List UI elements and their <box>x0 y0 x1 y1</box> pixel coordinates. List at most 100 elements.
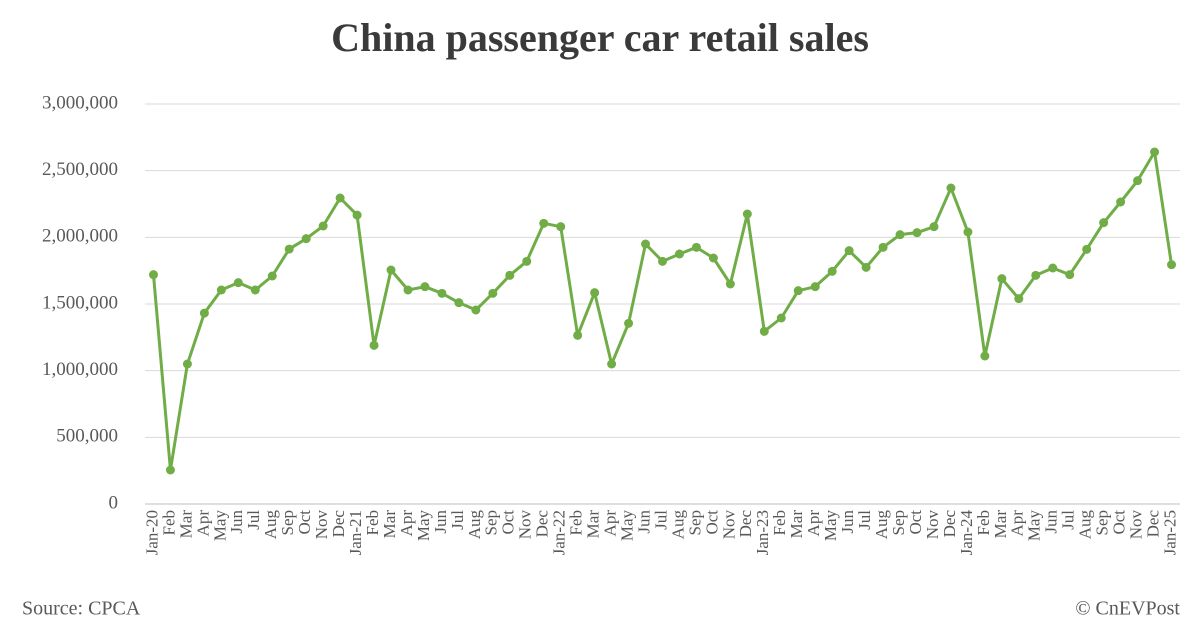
x-tick-label: Jun <box>838 510 857 534</box>
point <box>691 242 701 252</box>
x-tick-label: Mar <box>380 510 399 539</box>
point <box>335 193 345 203</box>
x-tick-label: Aug <box>261 510 280 540</box>
point <box>522 256 532 266</box>
point <box>250 285 260 295</box>
x-tick-label: Nov <box>312 510 331 540</box>
source: Source: CPCA <box>22 598 141 620</box>
point <box>573 330 583 340</box>
point <box>386 265 396 275</box>
point <box>420 282 430 292</box>
y-tick-label: 3,000,000 <box>42 92 118 113</box>
x-tick-label: May <box>414 510 433 542</box>
x-tick-label: Apr <box>193 510 212 537</box>
x-tick-label: May <box>617 510 636 542</box>
x-tick-label: Aug <box>668 510 687 540</box>
x-tick-label: Jun <box>634 510 653 534</box>
x-tick-label: Nov <box>923 510 942 540</box>
x-tick-label: Feb <box>159 510 178 536</box>
x-tick-label: Nov <box>1126 510 1145 540</box>
x-tick-label: Jul <box>244 510 263 530</box>
y-tick-label: 2,000,000 <box>42 226 118 247</box>
point <box>1082 244 1092 254</box>
point <box>810 282 820 292</box>
x-tick-label: Sep <box>685 510 704 536</box>
point <box>725 279 735 289</box>
x-tick-label: Nov <box>719 510 738 540</box>
point <box>929 222 939 232</box>
point <box>912 228 922 238</box>
series-line <box>151 150 1174 472</box>
point <box>284 244 294 254</box>
point <box>674 249 684 259</box>
x-tick-label: Jan-22 <box>550 510 569 555</box>
x-tick-label: Mar <box>176 510 195 539</box>
x-tick-label: Dec <box>1143 510 1162 538</box>
x-tick-label: Dec <box>940 510 959 538</box>
x-tick-label: Apr <box>601 510 620 537</box>
point <box>352 210 362 220</box>
point <box>708 253 718 263</box>
x-tick-label: Sep <box>482 510 501 536</box>
point <box>301 234 311 244</box>
point <box>182 359 192 369</box>
x-tick-label: May <box>1025 510 1044 542</box>
point <box>895 230 905 240</box>
point <box>403 285 413 295</box>
x-tick-label: Jan-25 <box>1160 510 1179 555</box>
x-tick-label: Jun <box>431 510 450 534</box>
point <box>980 351 990 361</box>
x-tick-label: Aug <box>1076 510 1095 540</box>
point <box>759 326 769 336</box>
point <box>369 340 379 350</box>
x-tick-label: Feb <box>567 510 586 536</box>
x-tick-label: Feb <box>770 510 789 536</box>
x-tick-label: Aug <box>465 510 484 540</box>
point <box>556 222 566 232</box>
x-tick-label: Sep <box>889 510 908 536</box>
point <box>878 242 888 252</box>
point <box>827 266 837 276</box>
point <box>233 278 243 288</box>
x-tick-label: Mar <box>787 510 806 539</box>
point <box>165 465 175 475</box>
x-tick-label: Mar <box>991 510 1010 539</box>
point <box>641 239 651 249</box>
point <box>658 256 667 266</box>
point <box>963 227 973 237</box>
x-tick-label: Jul <box>448 510 467 530</box>
point <box>776 313 786 323</box>
x-tick-label: Jul <box>1059 510 1078 530</box>
point <box>1133 176 1143 186</box>
point <box>437 288 447 298</box>
x-tick-label: Jan-21 <box>346 510 365 555</box>
point <box>793 286 803 296</box>
point <box>590 288 600 298</box>
y-tick-label: 2,500,000 <box>42 159 118 180</box>
point <box>1116 197 1126 207</box>
x-tick-label: Jan-24 <box>957 510 976 556</box>
x-tick-label: Oct <box>702 510 721 535</box>
x-tick-label: Aug <box>872 510 891 540</box>
x-tick-label: Jan-20 <box>142 510 161 555</box>
point <box>844 246 854 256</box>
credit: © CnEVPost <box>1075 598 1180 620</box>
x-tick-label: Oct <box>906 510 925 535</box>
y-tick-label: 1,000,000 <box>42 359 118 380</box>
x-tick-label: Apr <box>1008 510 1027 537</box>
point <box>1099 218 1109 228</box>
point <box>505 270 515 280</box>
x-tick-label: Feb <box>974 510 993 536</box>
point <box>539 218 549 228</box>
point <box>199 308 209 318</box>
x-tick-label: Oct <box>499 510 518 535</box>
point <box>148 270 158 280</box>
x-tick-label: Apr <box>397 510 416 537</box>
x-tick-label: Nov <box>516 510 535 540</box>
x-tick-label: Jul <box>651 510 670 530</box>
chart-title: China passenger car retail sales <box>331 15 869 60</box>
point <box>607 359 617 369</box>
point <box>1065 270 1075 280</box>
x-tick-label: May <box>210 510 229 542</box>
